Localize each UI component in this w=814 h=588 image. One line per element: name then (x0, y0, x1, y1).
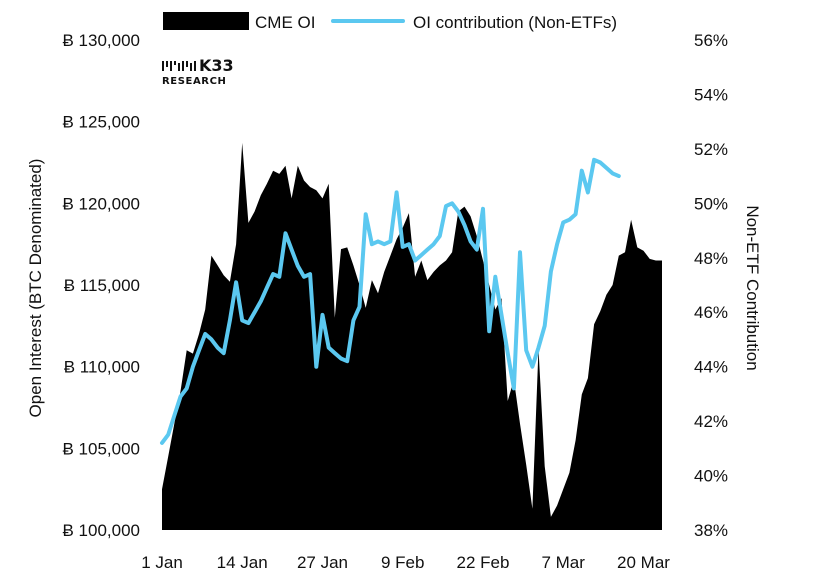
y-right-tick-label: 44% (694, 358, 728, 377)
cme-oi-area (162, 142, 662, 530)
y-axis-right: 38% 40% 42% 44% 46% 48% 50% 52% 54% 56% (694, 31, 728, 540)
y-right-tick-label: 48% (694, 249, 728, 268)
y-right-tick-label: 38% (694, 521, 728, 540)
y-left-tick-label: Ƀ 115,000 (64, 276, 140, 295)
brand-name: K33 (199, 56, 234, 75)
legend-swatch-cme-oi (163, 12, 249, 30)
y-right-tick-label: 46% (694, 303, 728, 322)
x-tick-label: 7 Mar (541, 553, 585, 572)
y-axis-right-title: Non-ETF Contribution (743, 205, 762, 370)
k33-logo: K33 RESEARCH (162, 56, 234, 87)
x-tick-label: 27 Jan (297, 553, 348, 572)
x-axis: 1 Jan 14 Jan 27 Jan 9 Feb 22 Feb 7 Mar 20 Mar (141, 553, 670, 572)
y-right-tick-label: 56% (694, 31, 728, 50)
y-right-tick-label: 52% (694, 140, 728, 159)
y-left-tick-label: Ƀ 105,000 (62, 439, 140, 458)
x-tick-label: 22 Feb (457, 553, 510, 572)
y-left-tick-label: Ƀ 125,000 (62, 113, 140, 132)
y-right-tick-label: 40% (694, 467, 728, 486)
y-left-tick-label: Ƀ 130,000 (62, 31, 140, 50)
legend: CME OI OI contribution (Non-ETFs) (163, 12, 617, 32)
x-tick-label: 20 Mar (617, 553, 670, 572)
x-tick-label: 9 Feb (381, 553, 424, 572)
legend-label-cme-oi: CME OI (255, 13, 315, 32)
series-cme-oi (162, 142, 662, 530)
y-right-tick-label: 42% (694, 412, 728, 431)
logo-mark-icon (162, 61, 196, 71)
y-axis-left: Ƀ 100,000 Ƀ 105,000 Ƀ 110,000 Ƀ 115,000 Ƀ 12… (62, 31, 140, 540)
y-axis-left-title: Open Interest (BTC Denominated) (26, 159, 45, 418)
y-left-tick-label: Ƀ 100,000 (62, 521, 140, 540)
brand-sub: RESEARCH (162, 76, 227, 87)
x-tick-label: 1 Jan (141, 553, 183, 572)
x-tick-label: 14 Jan (217, 553, 268, 572)
legend-label-oi-contribution: OI contribution (Non-ETFs) (413, 13, 617, 32)
y-right-tick-label: 54% (694, 85, 728, 104)
oi-contribution-line (160, 157, 621, 445)
y-left-tick-label: Ƀ 120,000 (62, 194, 140, 213)
series-oi-contribution (160, 157, 621, 445)
y-right-tick-label: 50% (694, 194, 728, 213)
y-left-tick-label: Ƀ 110,000 (64, 358, 140, 377)
